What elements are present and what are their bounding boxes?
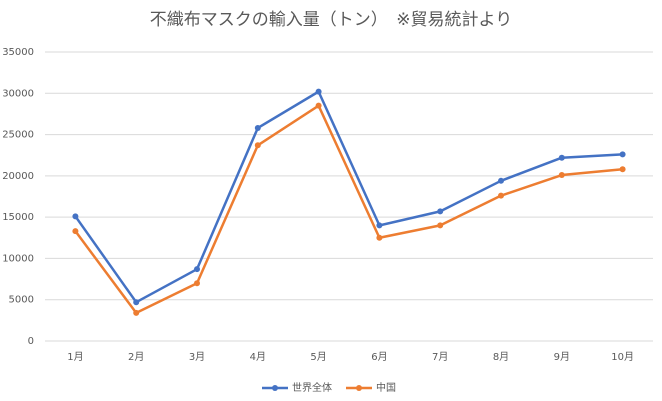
y-tick-label: 5000 [9, 295, 34, 306]
chart-title: 不織布マスクの輸入量（トン） ※貿易統計より [150, 10, 512, 30]
data-point [558, 172, 565, 179]
data-point [498, 177, 504, 184]
data-point [133, 299, 140, 306]
data-point [498, 192, 504, 199]
x-tick-label: 5月 [310, 351, 326, 363]
data-point [376, 222, 383, 229]
data-point [619, 151, 626, 158]
x-tick-label: 4月 [250, 351, 266, 363]
y-tick-label: 0 [28, 336, 34, 347]
y-tick-label: 25000 [2, 130, 34, 141]
data-point [254, 124, 261, 131]
data-point [437, 222, 444, 229]
x-tick-label: 8月 [493, 351, 509, 363]
x-tick-label: 7月 [432, 351, 448, 363]
y-tick-label: 15000 [2, 212, 34, 223]
x-tick-label: 3月 [189, 351, 205, 363]
series-line [74, 90, 623, 304]
data-point [194, 280, 200, 287]
x-tick-label: 9月 [554, 351, 570, 363]
data-point [315, 88, 322, 95]
y-tick-label: 20000 [2, 171, 34, 182]
x-tick-label: 10月 [611, 351, 634, 363]
data-point [133, 309, 140, 316]
data-point [194, 266, 200, 273]
x-tick-label: 1月 [67, 351, 83, 363]
legend-marker [356, 385, 362, 391]
data-point [558, 154, 565, 161]
data-point [437, 208, 444, 215]
legend-label: 世界全体 [292, 381, 332, 394]
y-tick-label: 10000 [2, 253, 34, 264]
data-point [376, 234, 383, 241]
y-tick-label: 30000 [2, 88, 34, 99]
data-point [619, 166, 626, 173]
data-point [72, 213, 79, 220]
data-point [254, 142, 261, 149]
data-point [72, 228, 79, 235]
legend-marker [272, 385, 278, 391]
x-tick-label: 6月 [371, 351, 387, 363]
x-tick-label: 2月 [128, 351, 144, 363]
legend-label: 中国 [376, 381, 396, 394]
series-line [74, 104, 623, 315]
data-point [315, 102, 322, 109]
y-tick-label: 35000 [2, 47, 34, 58]
